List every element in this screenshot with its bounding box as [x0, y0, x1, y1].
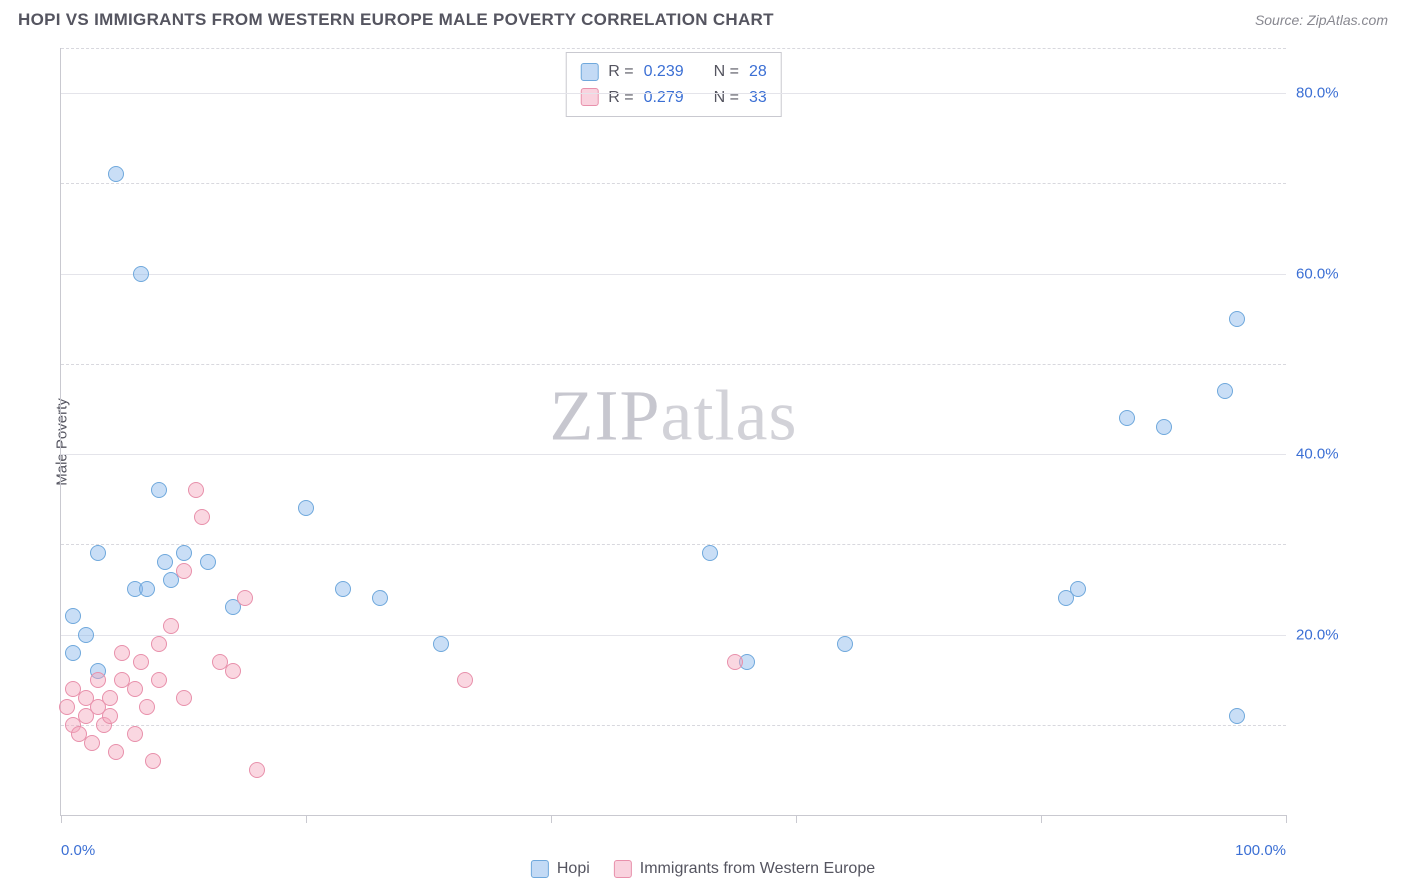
x-tick-label: 100.0% [1235, 842, 1286, 859]
data-point [727, 654, 743, 670]
data-point [139, 581, 155, 597]
gridline-dashed [61, 183, 1286, 184]
data-point [457, 672, 473, 688]
scatter-plot: ZIPatlas R = 0.239 N = 28 R = 0.279 N = … [60, 48, 1286, 816]
data-point [139, 699, 155, 715]
watermark: ZIPatlas [550, 375, 798, 458]
data-point [194, 509, 210, 525]
swatch-immigrants [614, 860, 632, 878]
data-point [78, 627, 94, 643]
swatch-hopi [531, 860, 549, 878]
legend-label: Hopi [557, 860, 590, 878]
y-tick-label: 80.0% [1296, 85, 1366, 102]
data-point [1119, 410, 1135, 426]
data-point [127, 681, 143, 697]
chart-title: HOPI VS IMMIGRANTS FROM WESTERN EUROPE M… [18, 10, 774, 30]
data-point [176, 545, 192, 561]
data-point [335, 581, 351, 597]
data-point [163, 618, 179, 634]
data-point [108, 744, 124, 760]
data-point [702, 545, 718, 561]
legend-label: Immigrants from Western Europe [640, 860, 875, 878]
data-point [145, 753, 161, 769]
data-point [133, 266, 149, 282]
data-point [151, 636, 167, 652]
gridline [61, 93, 1286, 94]
data-point [1229, 311, 1245, 327]
data-point [102, 690, 118, 706]
data-point [108, 166, 124, 182]
x-tick [306, 815, 307, 823]
data-point [157, 554, 173, 570]
chart-area: Male Poverty ZIPatlas R = 0.239 N = 28 R… [48, 48, 1376, 836]
y-tick-label: 40.0% [1296, 446, 1366, 463]
legend-item-immigrants: Immigrants from Western Europe [614, 860, 875, 878]
x-tick [61, 815, 62, 823]
x-tick [796, 815, 797, 823]
stats-row-immigrants: R = 0.279 N = 33 [580, 85, 767, 111]
data-point [127, 726, 143, 742]
x-tick [1041, 815, 1042, 823]
gridline-dashed [61, 48, 1286, 49]
data-point [59, 699, 75, 715]
data-point [102, 708, 118, 724]
gridline-dashed [61, 725, 1286, 726]
data-point [372, 590, 388, 606]
data-point [837, 636, 853, 652]
gridline-dashed [61, 544, 1286, 545]
y-tick-label: 60.0% [1296, 265, 1366, 282]
data-point [249, 762, 265, 778]
data-point [84, 735, 100, 751]
bottom-legend: Hopi Immigrants from Western Europe [531, 860, 875, 878]
data-point [65, 608, 81, 624]
swatch-hopi [580, 63, 598, 81]
data-point [433, 636, 449, 652]
data-point [225, 663, 241, 679]
data-point [90, 545, 106, 561]
gridline-dashed [61, 364, 1286, 365]
stats-row-hopi: R = 0.239 N = 28 [580, 59, 767, 85]
x-tick [1286, 815, 1287, 823]
y-tick-label: 20.0% [1296, 626, 1366, 643]
data-point [1217, 383, 1233, 399]
data-point [298, 500, 314, 516]
data-point [1156, 419, 1172, 435]
gridline [61, 635, 1286, 636]
data-point [176, 563, 192, 579]
data-point [1070, 581, 1086, 597]
data-point [188, 482, 204, 498]
data-point [90, 672, 106, 688]
data-point [237, 590, 253, 606]
swatch-immigrants [580, 88, 598, 106]
data-point [151, 482, 167, 498]
data-point [114, 645, 130, 661]
data-point [1229, 708, 1245, 724]
data-point [133, 654, 149, 670]
data-point [65, 645, 81, 661]
gridline [61, 274, 1286, 275]
legend-item-hopi: Hopi [531, 860, 590, 878]
x-tick-label: 0.0% [61, 842, 95, 859]
data-point [176, 690, 192, 706]
stats-legend: R = 0.239 N = 28 R = 0.279 N = 33 [565, 52, 782, 117]
data-point [200, 554, 216, 570]
source-attribution: Source: ZipAtlas.com [1255, 12, 1388, 28]
gridline [61, 454, 1286, 455]
x-tick [551, 815, 552, 823]
data-point [151, 672, 167, 688]
